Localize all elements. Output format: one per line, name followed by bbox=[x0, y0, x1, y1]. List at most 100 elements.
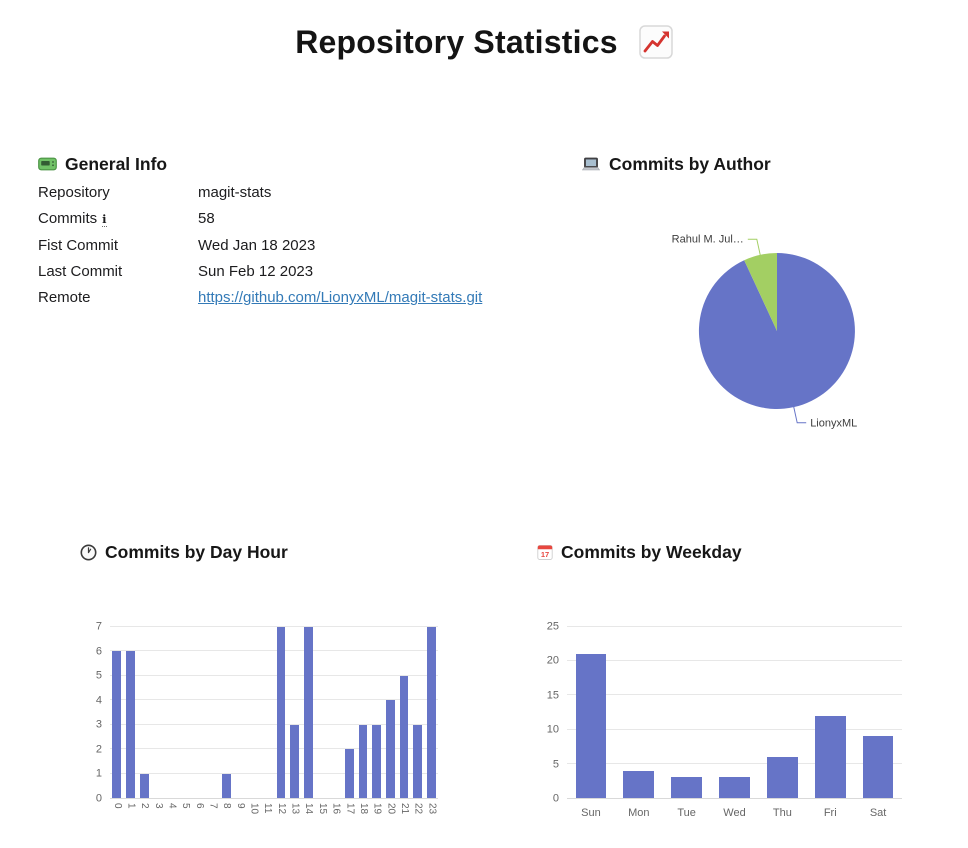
bar[interactable] bbox=[358, 724, 368, 798]
bar[interactable] bbox=[344, 749, 354, 798]
x-axis-label-text: 1 bbox=[125, 803, 137, 809]
x-axis-label: 6 bbox=[192, 799, 206, 814]
commits-by-day-hour-chart: 0 1 2 3 4 5 6 7 0 1 2 3 4 5 6 7 8 9 10 11 12 13 14 15 16 17 18 19 20… bbox=[80, 621, 484, 814]
gridline bbox=[567, 626, 902, 627]
commits-by-weekday-heading: 17 Commits by Weekday bbox=[537, 541, 968, 563]
x-axis-label: 22 bbox=[411, 799, 425, 814]
y-axis-tick-label: 20 bbox=[546, 654, 559, 667]
bar[interactable] bbox=[426, 627, 436, 798]
x-axis: Sun Mon Tue Wed Thu Fri Sat bbox=[567, 799, 902, 819]
x-axis-label-text: Fri bbox=[823, 807, 837, 819]
pie-slice[interactable] bbox=[698, 253, 855, 409]
x-axis-label-text: 16 bbox=[330, 803, 342, 815]
x-axis-label-text: 7 bbox=[207, 803, 219, 809]
clock-icon bbox=[80, 544, 97, 561]
x-axis: 0 1 2 3 4 5 6 7 8 9 10 11 12 13 14 15 16 17 18 19 20 21 22 23 bbox=[110, 799, 438, 814]
info-row-repository: Repository magit-stats bbox=[38, 184, 484, 210]
x-axis-label-text: 4 bbox=[166, 803, 178, 809]
x-axis-label-text: Sat bbox=[869, 807, 887, 819]
page-title: Repository Statistics bbox=[0, 0, 968, 67]
bar-slot bbox=[260, 627, 274, 798]
general-info-section: General Info Repository magit-stats Comm… bbox=[0, 153, 484, 457]
info-row-remote: Remote https://github.com/LionyxML/magit… bbox=[38, 289, 484, 315]
x-axis-label-text: 23 bbox=[426, 803, 438, 815]
bar[interactable] bbox=[671, 777, 702, 798]
bar-slot bbox=[424, 627, 438, 798]
x-axis-label-text: 10 bbox=[248, 803, 260, 815]
x-axis-label: Sun bbox=[567, 799, 615, 819]
gridline bbox=[110, 650, 438, 652]
gridline bbox=[567, 728, 902, 730]
bar-slot bbox=[178, 627, 192, 798]
x-axis-label-text: 13 bbox=[289, 803, 301, 815]
x-axis-label-text: Wed bbox=[723, 807, 746, 819]
info-value: Sun Feb 12 2023 bbox=[198, 262, 314, 280]
bar[interactable] bbox=[399, 675, 409, 798]
x-axis-label: 12 bbox=[274, 799, 288, 814]
bar-slot bbox=[758, 627, 806, 798]
bar[interactable] bbox=[303, 627, 313, 798]
info-row-commits: Commits ℹ 58 bbox=[38, 210, 484, 236]
remote-link[interactable]: https://github.com/LionyxML/magit-stats.… bbox=[198, 289, 483, 307]
x-axis-label: 14 bbox=[301, 799, 315, 814]
bar-slot bbox=[615, 627, 663, 798]
bar[interactable] bbox=[814, 715, 846, 798]
bar-slot bbox=[206, 627, 220, 798]
x-axis-label: 16 bbox=[329, 799, 343, 814]
x-axis-label-text: 8 bbox=[221, 803, 233, 809]
bar-slot bbox=[711, 627, 759, 798]
bar[interactable] bbox=[719, 777, 750, 798]
x-axis-label: 5 bbox=[178, 799, 192, 814]
bar[interactable] bbox=[276, 627, 286, 798]
info-label: Last Commit bbox=[38, 262, 123, 280]
bar[interactable] bbox=[290, 724, 299, 798]
bar[interactable] bbox=[126, 651, 135, 798]
pie-label-leader-line bbox=[792, 404, 807, 424]
bar[interactable] bbox=[862, 736, 894, 798]
bar[interactable] bbox=[112, 651, 122, 798]
bar[interactable] bbox=[372, 724, 381, 798]
gridline bbox=[110, 674, 438, 676]
x-axis-label: 15 bbox=[315, 799, 329, 814]
svg-text:17: 17 bbox=[541, 550, 549, 559]
bar-slot bbox=[165, 627, 179, 798]
info-value: magit-stats bbox=[198, 184, 272, 201]
top-row: General Info Repository magit-stats Comm… bbox=[0, 153, 968, 457]
bar-slot bbox=[233, 627, 247, 798]
bar[interactable] bbox=[385, 700, 395, 798]
commits-by-weekday-title: Commits by Weekday bbox=[561, 541, 742, 562]
y-axis-tick-label: 4 bbox=[95, 694, 102, 707]
x-axis-label: 10 bbox=[247, 799, 261, 814]
bar-slot bbox=[356, 627, 370, 798]
bar[interactable] bbox=[139, 773, 149, 798]
page-title-text: Repository Statistics bbox=[295, 24, 618, 60]
x-axis-label: 0 bbox=[110, 799, 124, 814]
commits-by-day-hour-title: Commits by Day Hour bbox=[105, 541, 288, 562]
pie-chart-svg: LionyxML Rahul M. Jul… bbox=[672, 234, 858, 430]
info-tooltip-icon[interactable]: ℹ bbox=[102, 214, 107, 228]
info-value: Wed Jan 18 2023 bbox=[198, 236, 316, 254]
bar[interactable] bbox=[767, 756, 798, 798]
bar[interactable] bbox=[575, 654, 607, 798]
gridline bbox=[567, 694, 902, 696]
pie-slice[interactable] bbox=[744, 252, 777, 331]
x-axis-label-text: 0 bbox=[111, 803, 123, 809]
general-info-table: Repository magit-stats Commits ℹ 58 Fist … bbox=[38, 184, 484, 315]
x-axis-label: Fri bbox=[806, 799, 854, 819]
info-label: Commits ℹ bbox=[38, 210, 198, 228]
x-axis-label: Sat bbox=[854, 799, 902, 819]
y-axis-tick-label: 6 bbox=[95, 645, 102, 658]
x-axis-label: 11 bbox=[260, 799, 274, 814]
bar[interactable] bbox=[221, 773, 231, 798]
bar-slot bbox=[663, 627, 711, 798]
bar[interactable] bbox=[623, 770, 655, 798]
x-axis-label-text: 6 bbox=[193, 803, 205, 809]
x-axis-label-text: Thu bbox=[772, 807, 792, 819]
x-axis-label: Thu bbox=[758, 799, 806, 819]
pie-label-leader-line bbox=[747, 238, 762, 258]
x-axis-label-text: 11 bbox=[262, 803, 274, 814]
bar-slot bbox=[124, 627, 138, 798]
commits-by-weekday-section: 17 Commits by Weekday 0 5 10 15 20 25 Sun Mon Tu… bbox=[484, 541, 968, 819]
info-label: Remote bbox=[38, 289, 91, 307]
bar[interactable] bbox=[413, 724, 422, 798]
